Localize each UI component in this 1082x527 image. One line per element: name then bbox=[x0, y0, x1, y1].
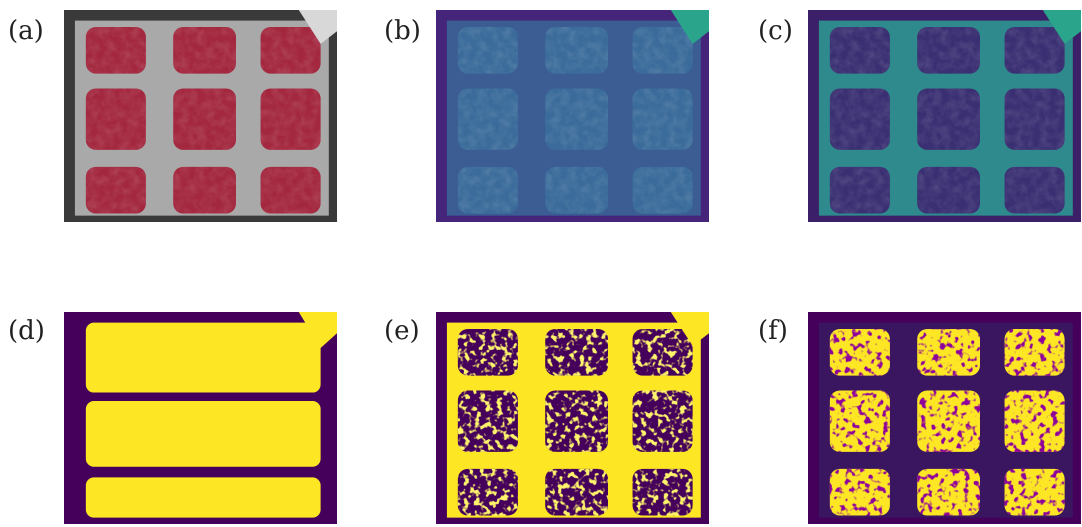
texture bbox=[830, 27, 890, 74]
speckle bbox=[458, 469, 518, 516]
mask-band bbox=[86, 401, 321, 467]
texture bbox=[458, 27, 518, 74]
hole bbox=[830, 329, 890, 376]
speckle bbox=[458, 329, 518, 376]
texture bbox=[1005, 27, 1065, 74]
panel-label: (e) bbox=[384, 316, 420, 346]
speckle bbox=[633, 469, 693, 516]
figure: (a) (b) (c) (d) (e) (f) bbox=[0, 0, 1082, 527]
texture bbox=[261, 167, 321, 214]
mask-band bbox=[86, 477, 321, 517]
image-panel bbox=[436, 312, 709, 524]
panel-label: (f) bbox=[758, 316, 788, 346]
texture bbox=[86, 88, 146, 149]
image-panel bbox=[64, 312, 337, 524]
texture bbox=[458, 167, 518, 214]
texture bbox=[261, 88, 321, 149]
texture bbox=[545, 88, 608, 149]
texture bbox=[261, 27, 321, 74]
texture bbox=[86, 167, 146, 214]
speckle bbox=[545, 329, 608, 376]
mask-band bbox=[86, 323, 321, 393]
hole bbox=[1005, 469, 1065, 516]
texture bbox=[633, 27, 693, 74]
hole bbox=[917, 390, 980, 451]
texture bbox=[458, 88, 518, 149]
speckle bbox=[545, 390, 608, 451]
texture bbox=[173, 27, 236, 74]
texture bbox=[1005, 88, 1065, 149]
texture bbox=[917, 167, 980, 214]
texture bbox=[633, 88, 693, 149]
texture bbox=[633, 167, 693, 214]
hole bbox=[1005, 329, 1065, 376]
speckle bbox=[545, 469, 608, 516]
texture bbox=[830, 88, 890, 149]
hole bbox=[1005, 390, 1065, 451]
image-panel bbox=[436, 10, 709, 222]
hole bbox=[830, 390, 890, 451]
texture bbox=[917, 27, 980, 74]
hole bbox=[830, 469, 890, 516]
speckle bbox=[633, 329, 693, 376]
hole bbox=[917, 329, 980, 376]
image-panel bbox=[808, 312, 1081, 524]
texture bbox=[545, 27, 608, 74]
texture bbox=[173, 88, 236, 149]
texture bbox=[917, 88, 980, 149]
panel-label: (d) bbox=[8, 316, 45, 346]
texture bbox=[830, 167, 890, 214]
texture bbox=[86, 27, 146, 74]
panel-label: (b) bbox=[384, 16, 421, 46]
texture bbox=[173, 167, 236, 214]
speckle bbox=[633, 390, 693, 451]
image-panel bbox=[64, 10, 337, 222]
texture bbox=[1005, 167, 1065, 214]
panel-label: (c) bbox=[758, 16, 793, 46]
hole bbox=[917, 469, 980, 516]
texture bbox=[545, 167, 608, 214]
image-panel bbox=[808, 10, 1081, 222]
speckle bbox=[458, 390, 518, 451]
panel-label: (a) bbox=[8, 16, 44, 46]
